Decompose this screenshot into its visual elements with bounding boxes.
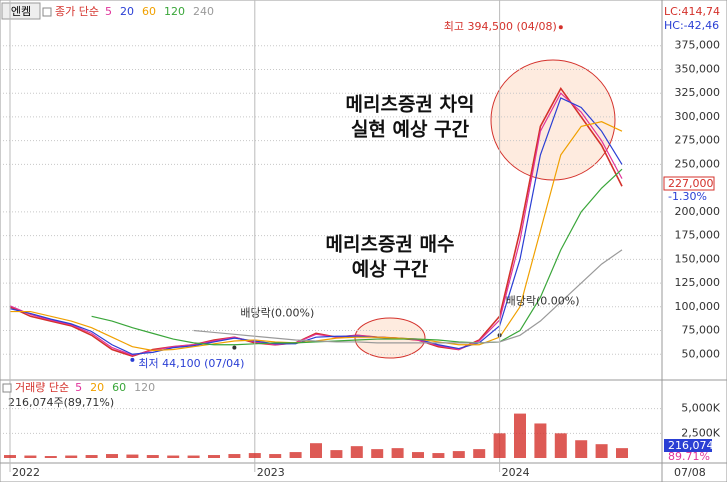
legend-entry: 5 [105, 5, 112, 18]
annotation-point [232, 345, 237, 350]
volume-bar [616, 448, 628, 458]
y-tick-label: 200,000 [675, 205, 721, 218]
note: 메리츠증권 매수 [326, 234, 455, 256]
price-box [663, 176, 715, 191]
x-tick-label: 2023 [257, 466, 285, 479]
legend-title: 종가 단순 [55, 5, 99, 18]
last-price: 227,000 [668, 177, 714, 190]
legend-entry: 20 [120, 5, 134, 18]
corner-label: LC:414,74 [664, 5, 720, 18]
x-tick-label: 2024 [502, 466, 530, 479]
volume-bar [167, 455, 180, 458]
volume-bar [493, 433, 506, 458]
volume-bar [534, 423, 547, 458]
y-tick-label: 250,000 [675, 157, 721, 170]
volume-bar [310, 443, 322, 458]
volume-bar [65, 455, 78, 458]
volume-bar [452, 451, 465, 458]
x-tick-label: 07/08 [674, 466, 706, 479]
volume-bar [412, 452, 424, 458]
legend-box [42, 7, 52, 17]
legend-entry: 120 [134, 381, 155, 394]
annotation: 배당락(0.00%) [506, 294, 580, 307]
volume-box [664, 439, 712, 452]
volume-bar [85, 455, 98, 458]
volume-info: 216,074주(89,71%) [8, 396, 114, 409]
note: 실현 예상 구간 [351, 119, 470, 141]
stock-tab[interactable] [1, 2, 41, 20]
annotation: 최저 44,100 (07/04) [138, 357, 244, 370]
y-tick-label: 50,000 [682, 347, 721, 360]
annotation: 배당락(0.00%) [240, 307, 314, 320]
last-volume: 216,074 [668, 439, 714, 452]
y-tick-label: 325,000 [675, 86, 721, 99]
stock-name: 엔켐 [11, 5, 31, 18]
volume-bar [514, 413, 526, 458]
volume-bar [4, 455, 16, 458]
ma-line [9, 97, 623, 355]
annotation: 최고 394,500 (04/08) [444, 20, 557, 33]
y-tick-label: 350,000 [675, 62, 721, 75]
volume-bar [187, 455, 200, 458]
note: 메리츠증권 차익 [346, 94, 475, 116]
legend-title: 거래량 단순 [15, 381, 69, 394]
legend-entry: 60 [142, 5, 156, 18]
volume-bar [24, 455, 37, 458]
y-tick-label: 375,000 [675, 39, 721, 52]
corner-label: HC:-42,46 [664, 19, 719, 32]
y-tick-label: 150,000 [675, 252, 721, 265]
volume-bar [228, 454, 241, 458]
legend-entry: 5 [75, 381, 82, 394]
x-tick-label: 2022 [12, 466, 40, 479]
y-tick-label: 125,000 [675, 276, 721, 289]
ma-line [91, 168, 623, 346]
volume-bar [126, 454, 139, 458]
y-tick-label: 5,000K [681, 402, 720, 415]
volume-bar [269, 454, 282, 458]
y-tick-label: 175,000 [675, 229, 721, 242]
volume-bar [554, 433, 567, 458]
ma-line [193, 249, 623, 344]
y-tick-label: 275,000 [675, 134, 721, 147]
volume-bar [473, 449, 486, 458]
note: 예상 구간 [352, 259, 429, 281]
annotation-point [130, 357, 135, 362]
volume-bar [44, 456, 57, 458]
legend-box [2, 383, 12, 393]
ratio: 89.71% [668, 450, 710, 463]
legend-entry: 120 [164, 5, 185, 18]
volume-bar [330, 450, 343, 458]
legend-entry: 240 [193, 5, 214, 18]
volume-bar [575, 440, 588, 458]
volume-bar [391, 448, 404, 458]
volume-bar [350, 446, 363, 458]
volume-bar [146, 455, 159, 458]
volume-bar [208, 455, 220, 458]
volume-bar [595, 444, 608, 458]
change: -1.30% [668, 190, 707, 203]
ma-line [9, 92, 623, 356]
legend-entry: 20 [90, 381, 104, 394]
legend-entry: 60 [112, 381, 126, 394]
y-tick-label: 2,500K [681, 426, 720, 439]
volume-bar [432, 453, 445, 458]
y-tick-label: 300,000 [675, 110, 721, 123]
volume-bar [106, 454, 118, 458]
y-tick-label: 100,000 [675, 300, 721, 313]
y-tick-label: 75,000 [682, 324, 721, 337]
volume-bar [289, 452, 302, 458]
annotation-point [558, 25, 563, 30]
volume-bar [248, 453, 261, 458]
volume-bar [371, 449, 384, 458]
price-line [9, 86, 623, 358]
